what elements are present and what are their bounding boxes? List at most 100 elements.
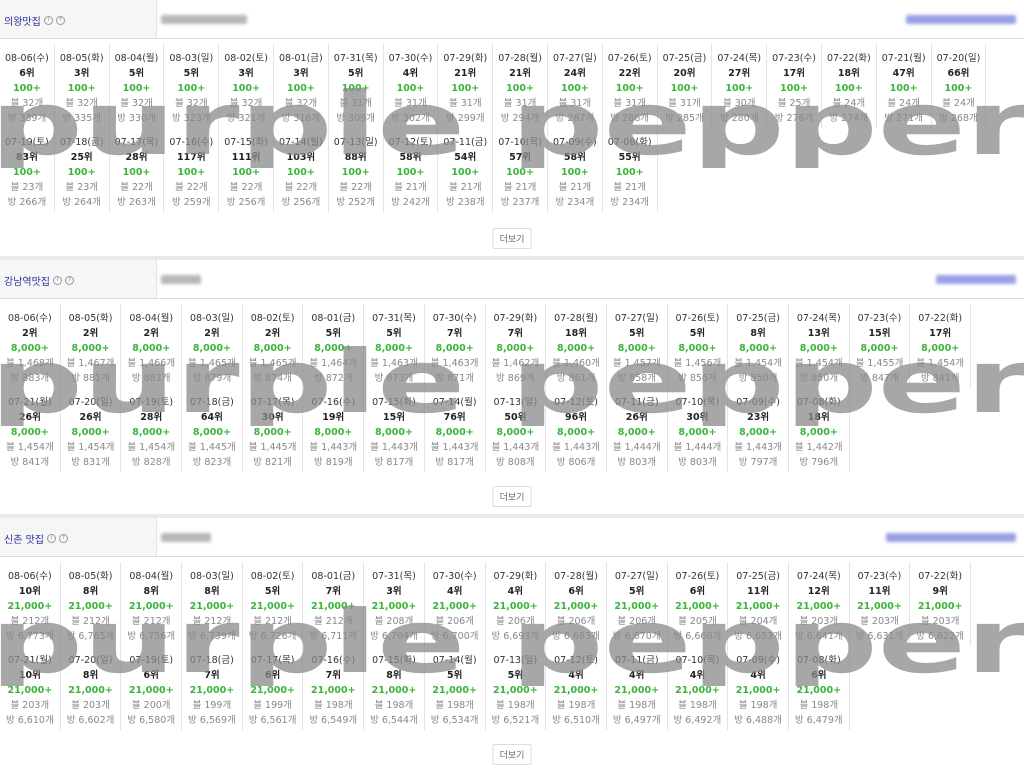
cell-cafe-count: 방 234개 xyxy=(610,197,649,208)
rank-cell: 08-04(월) 5위 100+ 블 32개 방 330개 xyxy=(110,44,165,128)
cell-rank: 8위 xyxy=(386,670,402,681)
cell-cafe-count: 방 335개 xyxy=(62,113,102,124)
cell-cafe-count: 방 6,492개 xyxy=(673,715,722,726)
rank-cell: 08-01(금) 5위 8,000+ 블 1,464개 방 872개 xyxy=(303,304,365,388)
rank-cell: 07-19(토) 6위 21,000+ 블 200개 방 6,580개 xyxy=(121,646,183,730)
rank-cell: 07-18(금) 7위 21,000+ 블 199개 방 6,569개 xyxy=(182,646,243,730)
cell-search-volume: 100+ xyxy=(834,83,863,94)
rank-cell: 07-14(월) 5위 21,000+ 블 198개 방 6,534개 xyxy=(425,646,486,730)
rank-cell: 08-06(수) 6위 100+ 블 32개 방 339개 xyxy=(0,44,55,128)
more-button[interactable]: 더보기 xyxy=(492,486,532,507)
keyword-title[interactable]: 신촌 맛집 i? xyxy=(4,531,68,546)
cell-rank: 4위 xyxy=(750,670,766,681)
rank-cell: 07-10(목) 4위 21,000+ 블 198개 방 6,492개 xyxy=(668,646,729,730)
rank-cell: 07-29(화) 21위 100+ 블 31개 방 299개 xyxy=(438,44,494,128)
cell-blog-count: 블 212개 xyxy=(131,616,171,627)
more-button[interactable]: 더보기 xyxy=(492,228,532,249)
cell-cafe-count: 방 242개 xyxy=(391,197,430,208)
rank-cell: 07-19(토) 83위 100+ 블 23개 방 266개 xyxy=(0,128,55,212)
cell-search-volume: 21,000+ xyxy=(796,601,842,612)
cell-date: 07-30(수) xyxy=(388,53,433,64)
cell-cafe-count: 방 6,521개 xyxy=(491,715,540,726)
blurred-link xyxy=(886,533,1016,542)
cell-rank: 18위 xyxy=(837,68,860,79)
cell-cafe-count: 방 259개 xyxy=(171,197,211,208)
cell-blog-count: 블 1,442개 xyxy=(794,442,843,453)
cell-rank: 23위 xyxy=(747,412,770,423)
cell-search-volume: 21,000+ xyxy=(7,601,53,612)
cell-cafe-count: 방 6,641개 xyxy=(794,631,843,642)
grid-row: 07-19(토) 83위 100+ 블 23개 방 266개 07-18(금) 25위 100… xyxy=(0,128,1024,212)
cell-search-volume: 100+ xyxy=(725,83,754,94)
cell-blog-count: 블 200개 xyxy=(131,700,171,711)
cell-rank: 25위 xyxy=(70,152,93,163)
cell-search-volume: 8,000+ xyxy=(435,343,474,354)
cell-cafe-count: 방 287개 xyxy=(555,113,595,124)
cell-rank: 4위 xyxy=(568,670,584,681)
cell-search-volume: 100+ xyxy=(286,83,315,94)
rank-cell: 07-12(토) 96위 8,000+ 블 1,443개 방 806개 xyxy=(546,388,607,472)
info-icon[interactable]: i xyxy=(46,534,56,543)
cell-search-volume: 100+ xyxy=(177,167,206,178)
cell-blog-count: 블 31개 xyxy=(448,98,482,109)
rank-cell: 07-17(목) 6위 21,000+ 블 199개 방 6,561개 xyxy=(243,646,304,730)
cell-date: 07-28(월) xyxy=(554,571,598,582)
cell-cafe-count: 방 299개 xyxy=(445,113,485,124)
cell-rank: 4위 xyxy=(402,68,419,79)
cell-search-volume: 21,000+ xyxy=(553,685,599,696)
keyword-title[interactable]: 강남역맛집 i? xyxy=(4,273,74,288)
help-icon[interactable]: ? xyxy=(65,276,74,285)
help-icon[interactable]: ? xyxy=(58,534,68,543)
cell-cafe-count: 방 286개 xyxy=(610,113,649,124)
rank-cell: 07-08(화) 18위 8,000+ 블 1,442개 방 796개 xyxy=(789,388,850,472)
cell-rank: 26위 xyxy=(625,412,648,423)
cell-search-volume: 8,000+ xyxy=(496,427,535,438)
cell-rank: 10위 xyxy=(18,670,41,681)
cell-rank: 2위 xyxy=(264,328,281,339)
cell-search-volume: 21,000+ xyxy=(68,685,113,696)
rank-cell: 07-21(월) 47위 100+ 블 24개 방 271개 xyxy=(877,44,932,128)
cell-date: 08-03(일) xyxy=(169,53,214,64)
cell-search-volume: 21,000+ xyxy=(432,685,477,696)
cell-search-volume: 21,000+ xyxy=(128,685,174,696)
cell-search-volume: 8,000+ xyxy=(10,343,49,354)
cell-date: 07-28(월) xyxy=(554,313,598,324)
cell-cafe-count: 방 823개 xyxy=(192,457,232,468)
rank-cell: 07-23(수) 15위 8,000+ 블 1,455개 방 847개 xyxy=(850,304,911,388)
cell-rank: 22위 xyxy=(618,68,641,79)
keyword-title[interactable]: 의왕맛집 i? xyxy=(4,13,65,28)
cell-rank: 10위 xyxy=(18,586,41,597)
grid-row: 08-06(수) 6위 100+ 블 32개 방 339개 08-05(화) 3위 100+ 블… xyxy=(0,44,1024,128)
cell-blog-count: 블 1,454개 xyxy=(794,358,843,369)
more-button[interactable]: 더보기 xyxy=(492,744,532,765)
cell-rank: 50위 xyxy=(504,412,527,423)
cell-cafe-count: 방 871개 xyxy=(435,373,474,384)
rank-cell: 07-25(금) 11위 21,000+ 블 204개 방 6,653개 xyxy=(728,562,789,646)
cell-blog-count: 블 1,443개 xyxy=(491,442,540,453)
cell-search-volume: 21,000+ xyxy=(553,601,599,612)
cell-cafe-count: 방 274개 xyxy=(829,113,869,124)
cell-date: 07-26(토) xyxy=(607,53,652,64)
help-icon[interactable]: ? xyxy=(55,16,65,25)
cell-blog-count: 블 1,464개 xyxy=(309,358,358,369)
cell-date: 08-04(월) xyxy=(114,53,159,64)
info-icon[interactable]: i xyxy=(43,16,53,25)
cell-rank: 26위 xyxy=(18,412,41,423)
cell-rank: 83위 xyxy=(15,152,38,163)
rank-cell: 08-04(월) 8위 21,000+ 블 212개 방 6,756개 xyxy=(121,562,183,646)
cell-cafe-count: 방 6,683개 xyxy=(552,631,600,642)
cell-search-volume: 100+ xyxy=(286,167,315,178)
cell-blog-count: 블 198개 xyxy=(435,700,474,711)
cell-cafe-count: 방 6,704개 xyxy=(370,631,418,642)
rank-cell: 07-25(금) 8위 8,000+ 블 1,454개 방 850개 xyxy=(728,304,789,388)
cell-blog-count: 블 24개 xyxy=(887,98,920,109)
cell-search-volume: 21,000+ xyxy=(68,601,113,612)
rank-cell: 07-13(일) 50위 8,000+ 블 1,443개 방 808개 xyxy=(486,388,547,472)
cell-cafe-count: 방 6,739개 xyxy=(188,631,236,642)
info-icon[interactable]: i xyxy=(53,276,62,285)
cell-cafe-count: 방 6,549개 xyxy=(309,715,358,726)
cell-cafe-count: 방 263개 xyxy=(117,197,156,208)
cell-rank: 55위 xyxy=(618,152,641,163)
rank-cell: 07-12(토) 58위 100+ 블 21개 방 242개 xyxy=(384,128,439,212)
cell-search-volume: 8,000+ xyxy=(921,343,960,354)
